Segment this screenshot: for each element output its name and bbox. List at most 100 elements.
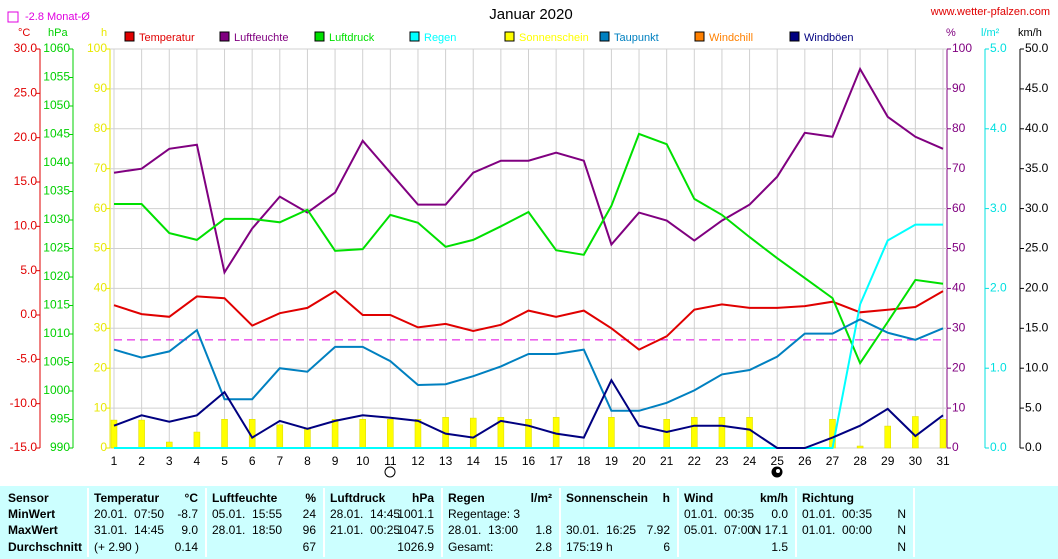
sun-bar [912,416,919,449]
y-tick-label: 1010 [43,326,70,340]
table-cell-value: 0.14 [175,540,199,554]
table-header: Wind [684,491,713,505]
legend-swatch [124,31,135,42]
table-cell: Gesamt: [448,540,493,554]
y-tick-label: 4.0 [990,121,1007,135]
y-tick-label: 5.0 [1025,400,1042,414]
y-tick-label: 25.0 [14,86,38,100]
y-tick-label: 1030 [43,212,70,226]
y-tick-label: 45.0 [1025,81,1049,95]
y-tick-label: 70 [94,161,108,175]
sun-bar [663,419,670,449]
x-tick-label: 1 [111,454,118,468]
table-cell: (+ 2.90 ) [94,540,139,554]
y-tick-label: 1055 [43,70,70,84]
table-cell: 01.01. 00:35 [684,507,754,521]
table-cell: 28.01. 18:50 [212,523,282,537]
table-cell-value: N 17.1 [753,523,789,537]
legend-label: Sonnenschein [519,32,589,44]
legend-swatch [314,31,325,42]
legend-swatch [409,31,420,42]
y-tick-label: 90 [94,81,108,95]
table-cell: 20.01. 07:50 [94,507,164,521]
x-tick-label: 27 [826,454,840,468]
series-line [113,289,944,351]
y-tick-label: 1000 [43,383,70,397]
x-tick-label: 24 [743,454,757,468]
y-tick-label: 25.0 [1025,241,1049,255]
y-tick-label: 20 [952,360,966,374]
y-tick-label: 10.0 [1025,360,1049,374]
y-tick-label: 50.0 [1025,41,1049,55]
table-cell-value: N [897,523,906,537]
x-tick-label: 10 [356,454,370,468]
x-tick-label: 3 [166,454,173,468]
x-tick-label: 5 [221,454,228,468]
table-cell: 05.01. 07:00 [684,523,754,537]
axis-unit: km/h [1018,27,1042,39]
y-tick-label: 100 [952,41,972,55]
y-tick-label: 1050 [43,98,70,112]
table-row-label: Durchschnitt [8,540,82,554]
x-tick-label: 2 [138,454,145,468]
table-unit: km/h [760,491,788,505]
x-tick-label: 19 [605,454,619,468]
x-tick-label: 14 [467,454,481,468]
y-tick-label: 50 [952,241,966,255]
x-tick-label: 18 [577,454,591,468]
table-cell: 28.01. 14:45 [330,507,400,521]
x-tick-label: 8 [304,454,311,468]
sun-bar [525,419,532,449]
y-tick-label: 10 [94,400,108,414]
table-cell-value: -8.7 [177,507,198,521]
y-tick-label: 20.0 [1025,281,1049,295]
table-cell: 01.01. 00:35 [802,507,872,521]
x-tick-label: 6 [249,454,256,468]
y-tick-label: 0.0 [990,440,1007,454]
sun-bar [304,428,311,449]
x-tick-label: 16 [522,454,536,468]
y-tick-label: 1035 [43,184,70,198]
y-tick-label: 1.0 [990,360,1007,374]
table-cell-value: 6 [663,540,670,554]
sun-bar [939,419,947,449]
sun-bar [691,417,698,449]
y-tick-label: 1015 [43,298,70,312]
y-tick-label: 5.0 [20,263,37,277]
table-unit: % [305,491,316,505]
x-tick-label: 7 [276,454,283,468]
y-tick-label: 1040 [43,155,70,169]
table-cell-value: 1.8 [535,523,552,537]
y-tick-label: 80 [94,121,108,135]
y-tick-label: -15.0 [10,440,38,454]
sun-bar [884,425,891,449]
legend-label: Luftdruck [329,32,375,44]
x-tick-label: 25 [771,454,785,468]
table-cell-value: 2.8 [535,540,552,554]
y-tick-label: 990 [50,440,70,454]
legend-label: Taupunkt [614,32,659,44]
sun-bar [387,419,394,449]
axis-unit: % [946,27,956,39]
x-tick-label: 9 [332,454,339,468]
table-cell-value: 96 [303,523,317,537]
table-cell-value: 67 [303,540,317,554]
table-unit: hPa [412,491,434,505]
x-tick-label: 17 [549,454,563,468]
sun-bar [359,419,366,449]
y-tick-label: 70 [952,161,966,175]
table-cell: 01.01. 00:00 [802,523,872,537]
table-cell: Regentage: 3 [448,507,520,521]
y-tick-label: 80 [952,121,966,135]
table-cell-value: 7.92 [647,523,671,537]
axis-unit: °C [18,27,30,39]
y-tick-label: 1045 [43,127,70,141]
table-cell-value: 24 [303,507,317,521]
y-tick-label: 15.0 [1025,320,1049,334]
legend-swatch [504,31,515,42]
y-tick-label: 35.0 [1025,161,1049,175]
mean-label: -2.8 Monat-Ø [25,11,90,23]
table-cell: 21.01. 00:25 [330,523,400,537]
series-line [113,66,944,276]
legend-swatch [789,31,800,42]
